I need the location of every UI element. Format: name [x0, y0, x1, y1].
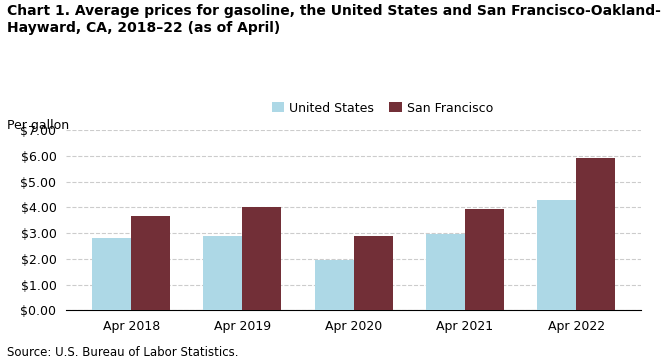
- Bar: [354, 236, 393, 310]
- Bar: [426, 234, 465, 310]
- Bar: [204, 236, 243, 310]
- Bar: [315, 260, 354, 310]
- Text: Chart 1. Average prices for gasoline, the United States and San Francisco-Oaklan: Chart 1. Average prices for gasoline, th…: [7, 4, 660, 35]
- Bar: [465, 209, 504, 310]
- Text: Per gallon: Per gallon: [7, 119, 69, 132]
- Bar: [537, 200, 576, 310]
- Bar: [576, 158, 615, 310]
- Bar: [243, 207, 282, 310]
- Legend: United States, San Francisco: United States, San Francisco: [267, 96, 498, 119]
- Bar: [93, 238, 131, 310]
- Bar: [131, 216, 170, 310]
- Text: Source: U.S. Bureau of Labor Statistics.: Source: U.S. Bureau of Labor Statistics.: [7, 346, 238, 359]
